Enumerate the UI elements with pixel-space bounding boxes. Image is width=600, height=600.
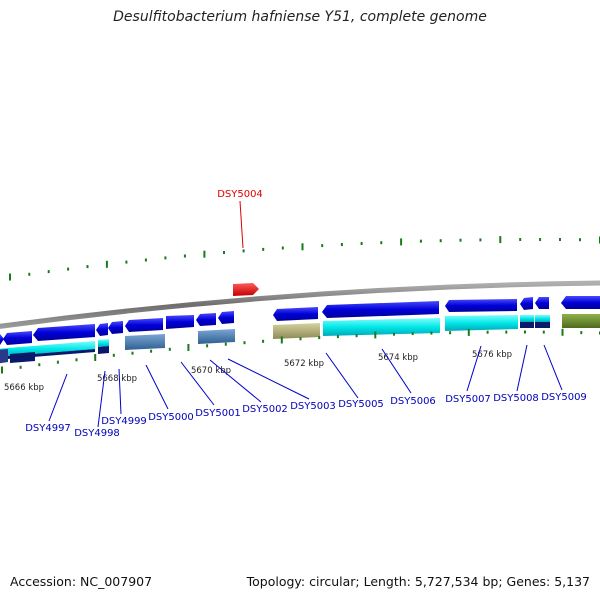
gene-arrow[interactable] bbox=[108, 321, 123, 334]
gene-leader-lines bbox=[48, 344, 563, 428]
navy-feature[interactable] bbox=[10, 352, 35, 363]
gene-label[interactable]: DSY5001 bbox=[195, 408, 241, 419]
steel-feature[interactable] bbox=[198, 329, 235, 344]
gene-labels: DSY4997 DSY4998 DSY4999 DSY5000 DSY5001 … bbox=[25, 392, 587, 439]
leader-line bbox=[180, 361, 215, 406]
leader-line bbox=[381, 348, 412, 394]
leader-line bbox=[48, 373, 68, 422]
gene-label[interactable]: DSY4999 bbox=[101, 416, 147, 427]
gene-label[interactable]: DSY5003 bbox=[290, 401, 336, 412]
gene-arrow[interactable] bbox=[520, 297, 533, 310]
gene-arrow[interactable] bbox=[218, 311, 234, 324]
genome-backbone bbox=[0, 280, 600, 329]
leader-line bbox=[97, 370, 106, 428]
gene-arrow[interactable] bbox=[166, 315, 194, 329]
gene-arrow[interactable] bbox=[0, 334, 4, 346]
leader-line bbox=[227, 358, 310, 400]
kbp-label: 5674 kbp bbox=[378, 353, 418, 363]
navy-feature[interactable] bbox=[520, 322, 534, 328]
khaki-feature[interactable] bbox=[273, 323, 320, 339]
kbp-label: 5666 kbp bbox=[4, 383, 44, 393]
gene-arrow[interactable] bbox=[196, 313, 216, 326]
olive-feature[interactable] bbox=[562, 314, 600, 328]
cyan-feature[interactable] bbox=[520, 315, 534, 322]
gene-arrow[interactable] bbox=[125, 318, 163, 332]
cyan-feature[interactable] bbox=[323, 318, 440, 336]
gene-label[interactable]: DSY5000 bbox=[148, 412, 194, 423]
gene-arrow[interactable] bbox=[445, 299, 517, 312]
kbp-label: 5676 kbp bbox=[472, 350, 512, 360]
kbp-scale: 5666 kbp 5668 kbp 5670 kbp 5672 kbp 5674… bbox=[4, 350, 512, 393]
navy-feature[interactable] bbox=[98, 346, 109, 354]
leader-line bbox=[209, 359, 262, 403]
gene-arrow[interactable] bbox=[3, 331, 32, 345]
kbp-label: 5668 kbp bbox=[97, 374, 137, 384]
outer-tick-arc bbox=[9, 236, 600, 281]
gene-arrow[interactable] bbox=[535, 297, 549, 309]
highlighted-gene-dsy5004[interactable] bbox=[233, 283, 259, 296]
leader-line bbox=[145, 364, 169, 410]
gene-label[interactable]: DSY5008 bbox=[493, 393, 539, 404]
cyan-feature[interactable] bbox=[445, 315, 518, 331]
kbp-label: 5670 kbp bbox=[191, 366, 231, 376]
highlight-leader-line bbox=[239, 200, 244, 249]
leader-line bbox=[543, 344, 563, 391]
cyan-feature[interactable] bbox=[0, 341, 95, 357]
navy-feature[interactable] bbox=[0, 349, 8, 364]
gene-label[interactable]: DSY4998 bbox=[74, 428, 120, 439]
gene-label[interactable]: DSY5002 bbox=[242, 404, 288, 415]
blue-gene-row bbox=[0, 296, 600, 346]
cyan-feature[interactable] bbox=[98, 339, 109, 347]
gene-label[interactable]: DSY4997 bbox=[25, 423, 71, 434]
gene-label[interactable]: DSY5007 bbox=[445, 394, 491, 405]
gene-arrow[interactable] bbox=[96, 323, 108, 336]
leader-line bbox=[516, 344, 528, 392]
gene-arrow[interactable] bbox=[273, 307, 318, 321]
gene-label[interactable]: DSY5006 bbox=[390, 396, 436, 407]
accession-text: Accession: NC_007907 bbox=[10, 574, 153, 589]
inner-tick-row bbox=[1, 328, 600, 374]
kbp-label: 5672 kbp bbox=[284, 359, 324, 369]
leader-line bbox=[118, 368, 122, 415]
map-title: Desulfitobacterium hafniense Y51, comple… bbox=[113, 9, 487, 25]
highlight-gene-label[interactable]: DSY5004 bbox=[217, 189, 263, 200]
leader-line bbox=[466, 345, 482, 392]
cyan-feature[interactable] bbox=[535, 315, 550, 322]
gene-label[interactable]: DSY5009 bbox=[541, 392, 587, 403]
gene-arrow[interactable] bbox=[322, 301, 439, 318]
steel-feature[interactable] bbox=[125, 334, 165, 350]
gene-arrow[interactable] bbox=[33, 324, 95, 341]
gene-arrow[interactable] bbox=[561, 296, 600, 309]
navy-feature[interactable] bbox=[535, 322, 550, 328]
topology-text: Topology: circular; Length: 5,727,534 bp… bbox=[246, 574, 590, 589]
annotation-row bbox=[0, 314, 600, 364]
gene-label[interactable]: DSY5005 bbox=[338, 399, 384, 410]
leader-line bbox=[325, 352, 359, 399]
